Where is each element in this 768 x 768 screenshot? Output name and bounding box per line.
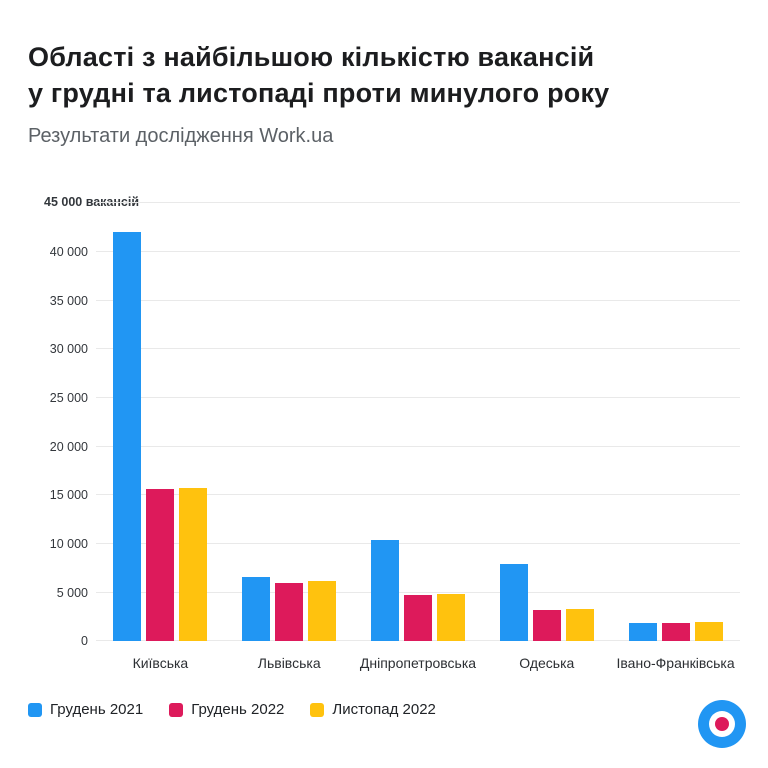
bar: [661, 622, 690, 642]
y-tick-label: 0: [81, 634, 88, 649]
y-tick-label: 35 000: [49, 293, 88, 308]
y-tick-label: 10 000: [49, 536, 88, 551]
legend-swatch: [310, 702, 325, 717]
bars-container: [96, 203, 740, 642]
legend-item: Грудень 2021: [28, 701, 143, 718]
y-axis-top-label: 45 000 вакансій: [44, 195, 140, 210]
gridline: [96, 250, 740, 252]
plot-area: [96, 202, 740, 642]
x-axis-label: Львівська: [257, 655, 321, 672]
gridline: [96, 445, 740, 447]
y-tick-label: 30 000: [49, 342, 88, 357]
bar: [436, 593, 465, 642]
legend-label: Листопад 2022: [332, 701, 436, 719]
chart-header: Області з найбільшою кількістю вакансій …: [0, 0, 768, 148]
y-tick-label: 20 000: [49, 439, 88, 454]
gridline: [96, 542, 740, 544]
legend-item: Листопад 2022: [310, 701, 436, 718]
logo-center-dot: [715, 717, 729, 731]
x-axis-label: Київська: [132, 655, 189, 672]
bar: [532, 610, 561, 642]
bar-group: [482, 203, 611, 642]
bar: [113, 232, 142, 642]
bar: [370, 540, 399, 642]
bar-group: [225, 203, 354, 642]
bar: [308, 580, 337, 642]
bar-group: [354, 203, 483, 642]
legend-label: Грудень 2022: [191, 701, 285, 719]
legend-swatch: [28, 702, 42, 717]
page-subtitle: Результати дослідження Work.ua: [28, 125, 334, 148]
legend-label: Грудень 2021: [50, 701, 144, 719]
gridline: [96, 202, 740, 204]
legend-item: Грудень 2022: [169, 701, 284, 718]
x-axis-label: Одеська: [519, 655, 575, 672]
work-ua-logo-icon: [698, 700, 746, 748]
y-tick-label: 15 000: [49, 488, 88, 503]
bar-group: [611, 203, 740, 642]
bar: [403, 594, 432, 642]
y-axis-labels: 0 5 000 10 000 15 000 20 000 25 000 30 000 35 0…: [28, 203, 88, 648]
gridline: [96, 299, 740, 301]
gridline: [96, 348, 740, 350]
bar: [499, 564, 528, 642]
gridline: [96, 494, 740, 496]
bar: [275, 582, 304, 642]
bar: [146, 489, 175, 642]
y-tick-label: 5 000: [56, 585, 88, 600]
gridline: [96, 591, 740, 593]
x-axis-label: Івано-Франківська: [616, 655, 735, 672]
bar: [179, 488, 208, 642]
gridline: [96, 396, 740, 398]
y-tick-label: 40 000: [49, 244, 88, 259]
bar-group: [96, 203, 225, 642]
legend-swatch: [169, 702, 184, 717]
page-title: Області з найбільшою кількістю вакансій …: [28, 42, 610, 108]
logo-white-ring: [709, 711, 735, 737]
x-axis-label: Дніпропетровська: [359, 655, 477, 672]
y-tick-label: 25 000: [49, 390, 88, 405]
bar: [565, 609, 594, 642]
bar: [694, 621, 723, 642]
bar-chart: 45 000 вакансій 0 5 000 10 000 15 000 20 000…: [28, 195, 740, 671]
chart-legend: Грудень 2021 Грудень 2022 Листопад 2022: [28, 701, 740, 718]
bar: [628, 622, 657, 642]
x-axis-labels: Київська Львівська Дніпропетровська Одеська…: [96, 655, 740, 671]
bar: [242, 577, 271, 642]
